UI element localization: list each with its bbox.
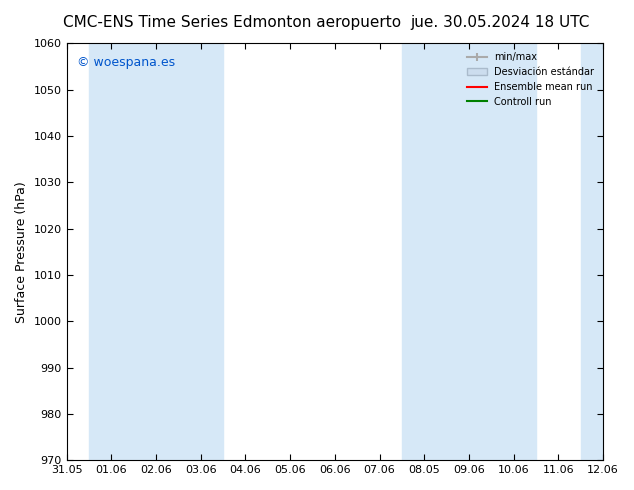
Bar bbox=[402, 44, 536, 460]
Text: CMC-ENS Time Series Edmonton aeropuerto: CMC-ENS Time Series Edmonton aeropuerto bbox=[63, 15, 401, 30]
Bar bbox=[581, 44, 603, 460]
Text: © woespana.es: © woespana.es bbox=[77, 56, 176, 69]
Y-axis label: Surface Pressure (hPa): Surface Pressure (hPa) bbox=[15, 181, 28, 323]
Text: jue. 30.05.2024 18 UTC: jue. 30.05.2024 18 UTC bbox=[410, 15, 590, 30]
Bar bbox=[89, 44, 223, 460]
Legend: min/max, Desviación estándar, Ensemble mean run, Controll run: min/max, Desviación estándar, Ensemble m… bbox=[463, 49, 598, 111]
